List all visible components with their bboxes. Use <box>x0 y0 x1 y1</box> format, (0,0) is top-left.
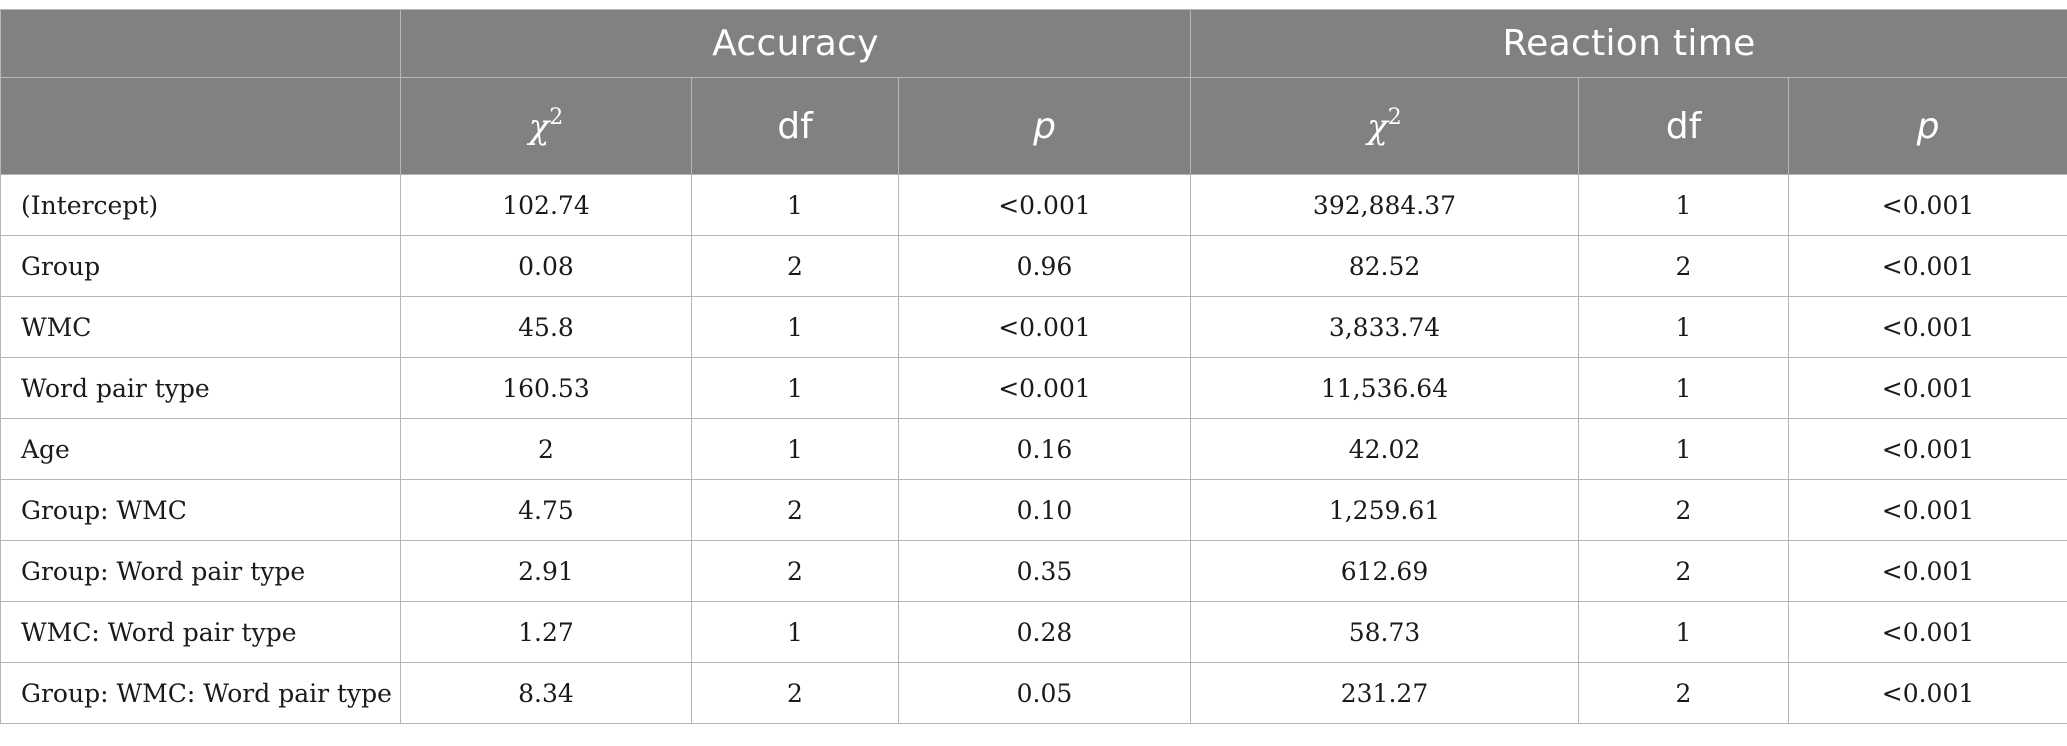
rt-p-value: <0.001 <box>1787 418 2067 480</box>
accuracy-df-value: 1 <box>691 357 899 419</box>
accuracy-chi-square-value: 1.27 <box>400 601 692 663</box>
row-label: Word pair type <box>0 357 401 419</box>
row-label: Group: Word pair type <box>0 540 401 602</box>
header-rt-chi-square: χ2 <box>1190 77 1579 175</box>
accuracy-chi-square-value: 160.53 <box>400 357 692 419</box>
table-row: Group: WMC: Word pair type 8.34 2 0.05 2… <box>0 662 2067 724</box>
rt-p-value: <0.001 <box>1787 235 2067 297</box>
accuracy-df-value: 2 <box>691 540 899 602</box>
row-label: Group: WMC: Word pair type <box>0 662 401 724</box>
header-group-accuracy: Accuracy <box>400 9 1191 78</box>
row-label: (Intercept) <box>0 174 401 236</box>
header-rt-df: df <box>1578 77 1789 175</box>
header-group-reaction-time: Reaction time <box>1189 9 2067 78</box>
rt-chi-square-value: 231.27 <box>1190 662 1579 724</box>
accuracy-p-value: 0.16 <box>898 418 1191 480</box>
rt-chi-square-value: 82.52 <box>1190 235 1579 297</box>
table-row: (Intercept) 102.74 1 <0.001 392,884.37 1… <box>0 174 2067 236</box>
row-label: Age <box>0 418 401 480</box>
chi-exponent: 2 <box>549 105 564 130</box>
accuracy-p-value: <0.001 <box>898 357 1191 419</box>
header-accuracy-p: p <box>898 77 1191 175</box>
table-body: (Intercept) 102.74 1 <0.001 392,884.37 1… <box>0 174 2067 724</box>
rt-chi-square-value: 11,536.64 <box>1190 357 1579 419</box>
table-row: WMC 45.8 1 <0.001 3,833.74 1 <0.001 <box>0 296 2067 358</box>
rt-df-value: 2 <box>1578 662 1789 724</box>
rt-df-value: 1 <box>1578 174 1789 236</box>
rt-p-value: <0.001 <box>1787 540 2067 602</box>
accuracy-df-value: 1 <box>691 296 899 358</box>
accuracy-p-value: 0.28 <box>898 601 1191 663</box>
chi-symbol: χ <box>528 107 550 147</box>
results-table-container: Accuracy Reaction time χ2 df p χ2 df p (… <box>0 9 2067 724</box>
accuracy-chi-square-value: 0.08 <box>400 235 692 297</box>
rt-p-value: <0.001 <box>1787 296 2067 358</box>
rt-df-value: 1 <box>1578 296 1789 358</box>
header-stat-row: χ2 df p χ2 df p <box>0 77 2067 175</box>
rt-df-value: 2 <box>1578 540 1789 602</box>
table-row: Group 0.08 2 0.96 82.52 2 <0.001 <box>0 235 2067 297</box>
table-row: Word pair type 160.53 1 <0.001 11,536.64… <box>0 357 2067 419</box>
accuracy-chi-square-value: 8.34 <box>400 662 692 724</box>
rt-df-value: 1 <box>1578 418 1789 480</box>
header-group-row: Accuracy Reaction time <box>0 9 2067 78</box>
accuracy-df-value: 1 <box>691 174 899 236</box>
accuracy-p-value: 0.35 <box>898 540 1191 602</box>
table-row: Age 2 1 0.16 42.02 1 <0.001 <box>0 418 2067 480</box>
header-empty-cell <box>0 9 401 78</box>
header-empty-cell <box>0 77 401 175</box>
accuracy-chi-square-value: 2.91 <box>400 540 692 602</box>
table-header: Accuracy Reaction time χ2 df p χ2 df p <box>0 9 2067 175</box>
rt-chi-square-value: 392,884.37 <box>1190 174 1579 236</box>
accuracy-p-value: <0.001 <box>898 296 1191 358</box>
rt-p-value: <0.001 <box>1787 479 2067 541</box>
accuracy-df-value: 2 <box>691 662 899 724</box>
rt-p-value: <0.001 <box>1787 174 2067 236</box>
accuracy-df-value: 2 <box>691 235 899 297</box>
accuracy-chi-square-value: 45.8 <box>400 296 692 358</box>
rt-chi-square-value: 3,833.74 <box>1190 296 1579 358</box>
rt-df-value: 1 <box>1578 601 1789 663</box>
rt-df-value: 1 <box>1578 357 1789 419</box>
accuracy-chi-square-value: 4.75 <box>400 479 692 541</box>
header-rt-p: p <box>1787 77 2067 175</box>
row-label: WMC: Word pair type <box>0 601 401 663</box>
row-label: Group <box>0 235 401 297</box>
accuracy-chi-square-value: 2 <box>400 418 692 480</box>
results-table: Accuracy Reaction time χ2 df p χ2 df p (… <box>0 9 2067 724</box>
rt-chi-square-value: 612.69 <box>1190 540 1579 602</box>
table-row: Group: WMC 4.75 2 0.10 1,259.61 2 <0.001 <box>0 479 2067 541</box>
accuracy-p-value: <0.001 <box>898 174 1191 236</box>
header-accuracy-df: df <box>691 77 899 175</box>
rt-chi-square-value: 42.02 <box>1190 418 1579 480</box>
chi-exponent: 2 <box>1387 105 1402 130</box>
accuracy-chi-square-value: 102.74 <box>400 174 692 236</box>
rt-p-value: <0.001 <box>1787 357 2067 419</box>
rt-chi-square-value: 58.73 <box>1190 601 1579 663</box>
rt-p-value: <0.001 <box>1787 662 2067 724</box>
row-label: WMC <box>0 296 401 358</box>
accuracy-df-value: 1 <box>691 418 899 480</box>
table-row: WMC: Word pair type 1.27 1 0.28 58.73 1 … <box>0 601 2067 663</box>
row-label: Group: WMC <box>0 479 401 541</box>
accuracy-df-value: 1 <box>691 601 899 663</box>
header-accuracy-chi-square: χ2 <box>400 77 692 175</box>
rt-df-value: 2 <box>1578 479 1789 541</box>
chi-symbol: χ <box>1367 107 1388 147</box>
rt-df-value: 2 <box>1578 235 1789 297</box>
table-row: Group: Word pair type 2.91 2 0.35 612.69… <box>0 540 2067 602</box>
rt-chi-square-value: 1,259.61 <box>1190 479 1579 541</box>
accuracy-p-value: 0.05 <box>898 662 1191 724</box>
accuracy-p-value: 0.10 <box>898 479 1191 541</box>
accuracy-p-value: 0.96 <box>898 235 1191 297</box>
rt-p-value: <0.001 <box>1787 601 2067 663</box>
accuracy-df-value: 2 <box>691 479 899 541</box>
